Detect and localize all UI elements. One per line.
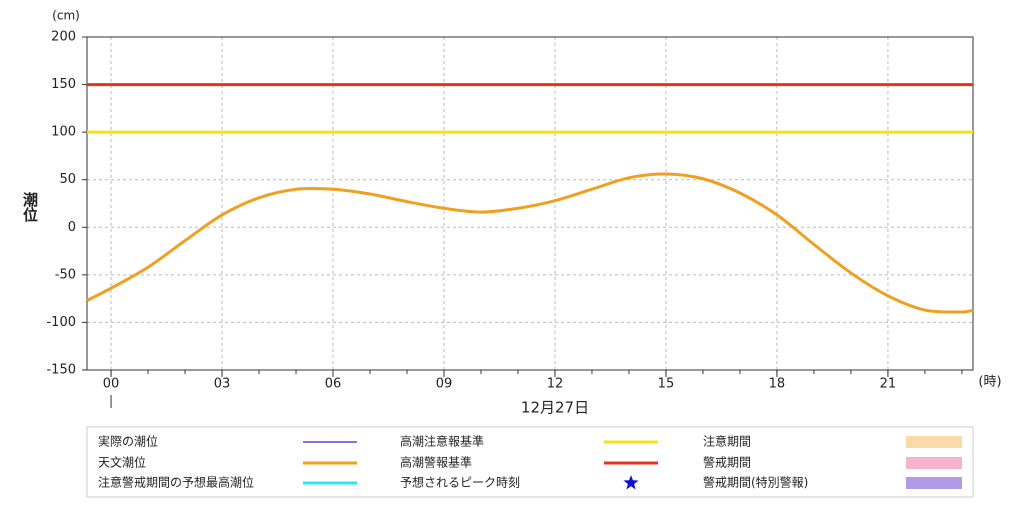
legend-swatch	[623, 475, 639, 490]
x-tick-label: 06	[325, 377, 342, 392]
y-tick-label: -50	[55, 267, 76, 282]
x-tick-label: 15	[658, 377, 675, 392]
tide-line	[86, 172, 974, 314]
x-tick-label: 03	[214, 377, 231, 392]
legend-label: 警戒期間(特別警報)	[703, 475, 808, 490]
x-tick-label: 21	[880, 377, 897, 392]
legend-label: 注意警戒期間の予想最高潮位	[98, 475, 254, 490]
y-tick-label: 50	[59, 172, 76, 187]
legend-label: 実際の潮位	[98, 434, 158, 449]
legend-label: 高潮警報基準	[400, 455, 472, 470]
legend-label: 高潮注意報基準	[400, 434, 484, 449]
legend-swatch	[906, 457, 962, 469]
y-unit: (cm)	[52, 9, 80, 23]
x-tick-label: 12	[547, 377, 564, 392]
x-unit: (時)	[978, 375, 1001, 390]
y-tick-label: -150	[46, 363, 76, 378]
legend-label: 注意期間	[703, 434, 751, 449]
plot-frame	[86, 36, 974, 371]
y-tick-label: 200	[51, 30, 76, 45]
legend-label: 警戒期間	[703, 455, 751, 470]
y-tick-label: 150	[51, 77, 76, 92]
legend-swatch	[906, 436, 962, 448]
date-label: 12月27日	[521, 399, 589, 417]
y-tick-label: 0	[68, 220, 76, 235]
x-tick-label: 09	[436, 377, 453, 392]
legend-label: 予想されるピーク時刻	[400, 475, 520, 490]
y-label: 潮位	[21, 191, 39, 222]
y-tick-label: 100	[51, 125, 76, 140]
y-tick-label: -100	[46, 315, 76, 330]
x-tick-label: 00	[103, 377, 120, 392]
legend-swatch	[906, 477, 962, 489]
x-tick-label: 18	[769, 377, 786, 392]
legend-box	[86, 426, 974, 498]
legend-label: 天文潮位	[98, 455, 146, 470]
